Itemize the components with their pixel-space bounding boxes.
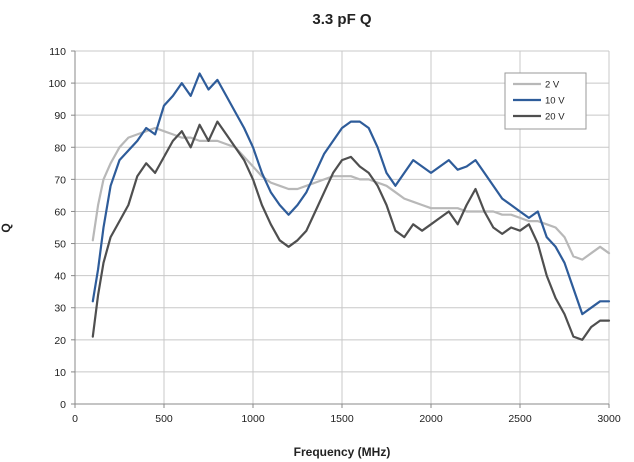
x-tick-label: 0 xyxy=(72,413,78,425)
y-tick-label: 70 xyxy=(54,174,66,186)
x-tick-label: 1500 xyxy=(330,413,354,425)
chart-title: 3.3 pF Q xyxy=(312,11,372,28)
y-tick-label: 90 xyxy=(54,110,66,122)
series-lines xyxy=(91,72,611,341)
x-tick-label: 1000 xyxy=(241,413,265,425)
x-tick-label: 3000 xyxy=(597,413,621,425)
legend: 2 V 10 V 20 V xyxy=(504,72,587,130)
y-axis-label: Q xyxy=(0,223,13,232)
series-line-1 xyxy=(91,126,611,261)
x-axis-label: Frequency (MHz) xyxy=(294,445,391,459)
y-tick-label: 50 xyxy=(54,239,66,251)
legend-label: 10 V xyxy=(545,96,565,107)
series-line-2 xyxy=(91,72,611,316)
y-tick-label: 30 xyxy=(54,303,66,315)
legend-label: 20 V xyxy=(545,112,565,123)
x-tick-label: 500 xyxy=(155,413,173,425)
y-tick-label: 10 xyxy=(54,367,66,379)
legend-label: 2 V xyxy=(545,80,560,91)
y-tick-label: 0 xyxy=(60,399,66,411)
y-tick-label: 20 xyxy=(54,335,66,347)
y-tick-label: 80 xyxy=(54,142,66,154)
x-tick-label: 2000 xyxy=(419,413,443,425)
y-tick-label: 40 xyxy=(54,271,66,283)
x-tick-label: 2500 xyxy=(508,413,532,425)
y-tick-label: 60 xyxy=(54,206,66,218)
y-tick-label: 110 xyxy=(49,46,66,58)
axes: 0 10 20 30 40 50 60 70 80 90 100 110 0 500 1000 1500 200… xyxy=(48,46,620,425)
y-tick-label: 100 xyxy=(48,78,66,90)
series-line-3 xyxy=(91,120,611,341)
